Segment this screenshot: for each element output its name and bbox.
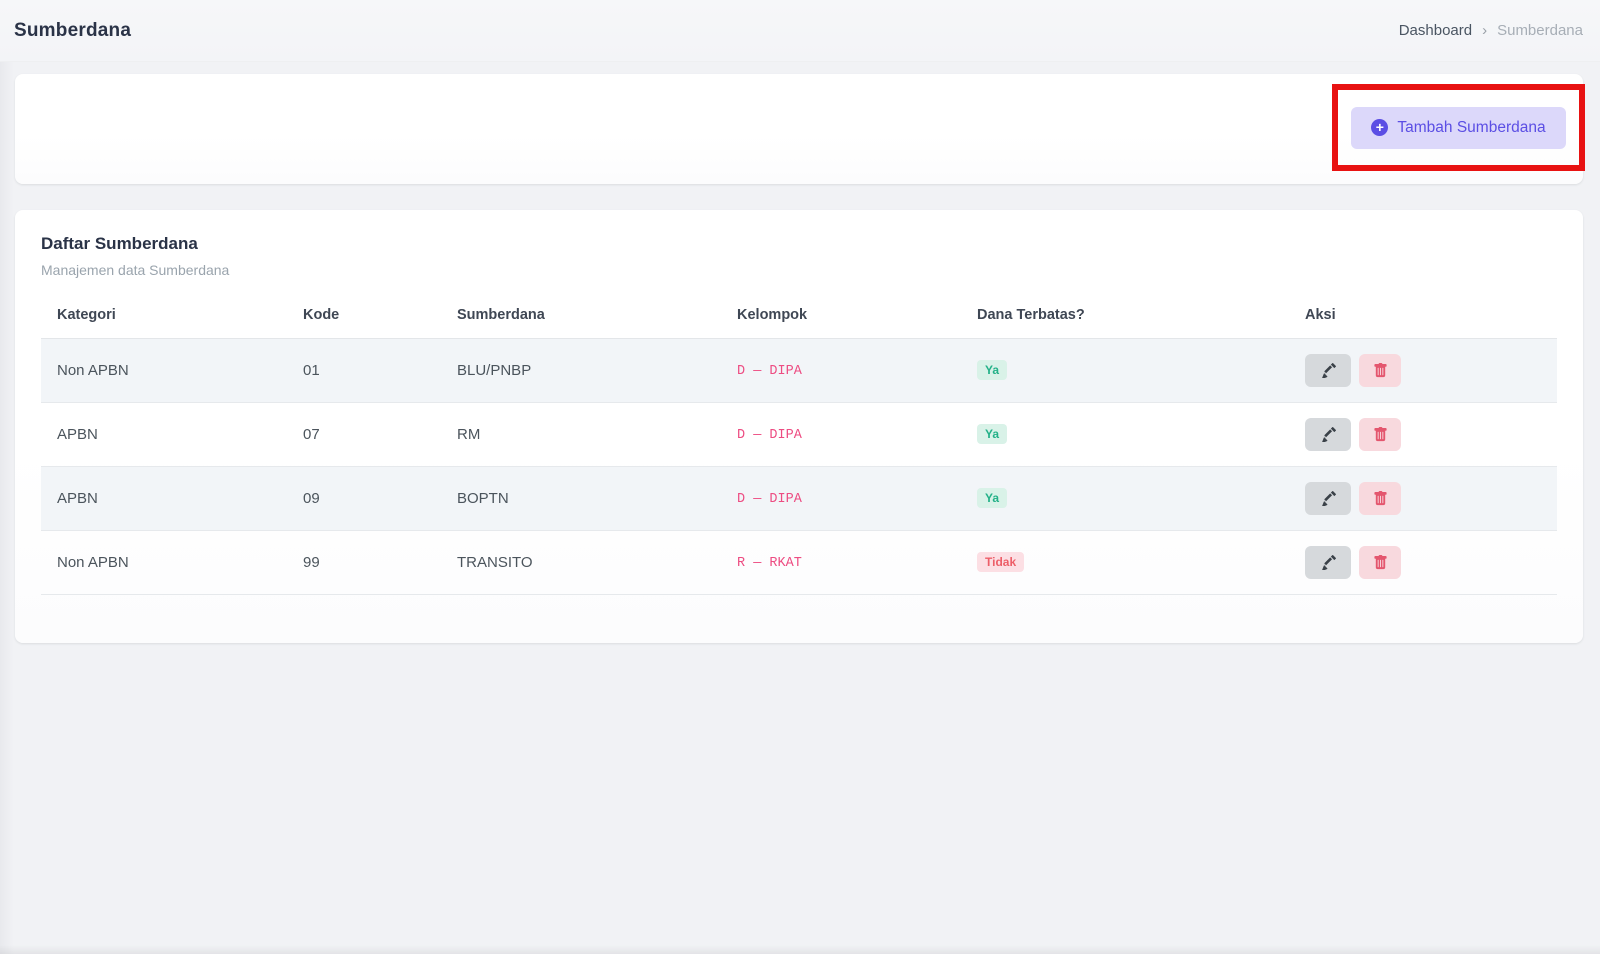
cell-kelompok: R — RKAT (721, 530, 961, 595)
trash-icon (1373, 426, 1387, 441)
breadcrumb-item-dashboard[interactable]: Dashboard (1398, 22, 1473, 39)
delete-button[interactable] (1359, 545, 1401, 579)
status-badge: Ya (977, 424, 1008, 444)
cell-kode: 09 (287, 466, 441, 531)
breadcrumb-separator-icon: › (1482, 22, 1488, 39)
edit-button[interactable] (1305, 353, 1351, 387)
cell-sumberdana: RM (441, 402, 721, 467)
cell-kelompok: D — DIPA (721, 466, 961, 531)
edit-button[interactable] (1305, 481, 1351, 515)
column-header-sumberdana: Sumberdana (441, 292, 721, 339)
trash-icon (1373, 362, 1387, 377)
status-badge: Ya (977, 360, 1008, 380)
kelompok-code: R — RKAT (737, 556, 802, 571)
column-header-kode: Kode (287, 292, 441, 339)
action-buttons (1305, 545, 1541, 579)
cell-aksi (1289, 530, 1557, 595)
edit-button[interactable] (1305, 545, 1351, 579)
column-header-dana-terbatas: Dana Terbatas? (961, 292, 1289, 339)
sumberdana-table: Kategori Kode Sumberdana Kelompok Dana Terba… (41, 292, 1557, 595)
pencil-icon (1321, 426, 1336, 442)
cell-kelompok: D — DIPA (721, 402, 961, 467)
pencil-icon (1321, 362, 1336, 378)
action-buttons (1305, 353, 1541, 387)
cell-kelompok: D — DIPA (721, 338, 961, 403)
cell-aksi (1289, 338, 1557, 403)
kelompok-code: D — DIPA (737, 492, 802, 507)
tambah-sumberdana-button[interactable]: + Tambah Sumberdana (1351, 106, 1566, 149)
card-title: Daftar Sumberdana (41, 234, 198, 253)
cell-dana-terbatas: Ya (961, 338, 1289, 403)
column-header-kelompok: Kelompok (721, 292, 961, 339)
cell-kategori: APBN (41, 466, 287, 531)
page-header: Sumberdana Dashboard › Sumberdana (0, 0, 1600, 62)
table-header-row: Kategori Kode Sumberdana Kelompok Dana Terba… (41, 292, 1557, 339)
toolbar-card: + Tambah Sumberdana (15, 74, 1585, 184)
table-row: APBN 09 BOPTN D — DIPA Ya (41, 466, 1557, 531)
card-subtitle: Manajemen data Sumberdana (41, 262, 230, 278)
delete-button[interactable] (1359, 417, 1401, 451)
delete-button[interactable] (1359, 481, 1401, 515)
trash-icon (1373, 554, 1387, 569)
status-badge: Tidak (977, 552, 1025, 572)
kelompok-code: D — DIPA (737, 428, 802, 443)
edit-button[interactable] (1305, 417, 1351, 451)
cell-kategori: Non APBN (41, 338, 287, 403)
cell-kode: 07 (287, 402, 441, 467)
table-row: Non APBN 99 TRANSITO R — RKAT Tidak (41, 530, 1557, 595)
table-row: APBN 07 RM D — DIPA Ya (41, 402, 1557, 467)
tambah-sumberdana-label: Tambah Sumberdana (1397, 118, 1546, 136)
action-buttons (1305, 481, 1541, 515)
trash-icon (1373, 490, 1387, 505)
annotation-highlight: + Tambah Sumberdana (1332, 84, 1585, 171)
column-header-aksi: Aksi (1289, 292, 1557, 339)
plus-circle-icon: + (1371, 119, 1389, 136)
pencil-icon (1321, 554, 1336, 570)
table-row: Non APBN 01 BLU/PNBP D — DIPA Ya (41, 338, 1557, 403)
cell-sumberdana: TRANSITO (441, 530, 721, 595)
breadcrumb-item-current: Sumberdana (1497, 22, 1583, 39)
status-badge: Ya (977, 488, 1008, 508)
cell-kategori: Non APBN (41, 530, 287, 595)
cell-sumberdana: BOPTN (441, 466, 721, 531)
breadcrumb: Dashboard › Sumberdana (1399, 22, 1583, 39)
cell-kode: 99 (287, 530, 441, 595)
kelompok-code: D — DIPA (737, 364, 802, 379)
cell-aksi (1289, 466, 1557, 531)
daftar-sumberdana-card: Daftar Sumberdana Manajemen data Sumberd… (15, 210, 1583, 643)
cell-kategori: APBN (41, 402, 287, 467)
page-title: Sumberdana (14, 19, 132, 41)
delete-button[interactable] (1359, 353, 1401, 387)
cell-dana-terbatas: Ya (961, 402, 1289, 467)
pencil-icon (1321, 490, 1336, 506)
cell-dana-terbatas: Tidak (961, 530, 1289, 595)
cell-sumberdana: BLU/PNBP (441, 338, 721, 403)
column-header-kategori: Kategori (41, 292, 287, 339)
cell-dana-terbatas: Ya (961, 466, 1289, 531)
cell-aksi (1289, 402, 1557, 467)
cell-kode: 01 (287, 338, 441, 403)
action-buttons (1305, 417, 1541, 451)
